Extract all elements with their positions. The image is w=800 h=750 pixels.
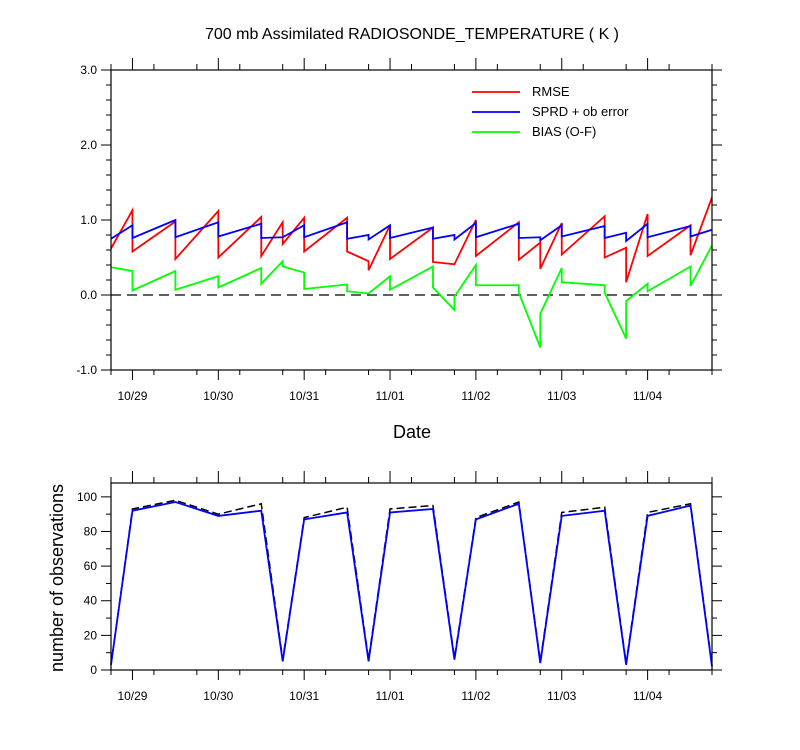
legend-entry: SPRD + ob error	[532, 104, 629, 119]
x-tick-label: 10/30	[203, 389, 233, 403]
x-tick-label: 11/01	[375, 389, 404, 403]
x-tick-label: 10/31	[289, 389, 319, 403]
x-tick-label: 11/02	[461, 389, 490, 403]
x-tick-label: 11/01	[375, 689, 404, 703]
x-tick-label: 11/03	[547, 389, 576, 403]
y-tick-label: 1.0	[80, 213, 97, 227]
legend-entry: RMSE	[532, 84, 570, 99]
chart-title: 700 mb Assimilated RADIOSONDE_TEMPERATUR…	[205, 26, 619, 43]
y-tick-label: 2.0	[80, 138, 97, 152]
rmse-panel: -1.0 0.0 1.0 2.0 3.0 10/29 10/30 10/31 11/01 11/0…	[76, 58, 722, 403]
observations-panel: 0 20 40 60 80 100 10/29 10/30 10/31 11/01 11/02 11/…	[77, 471, 722, 703]
y-tick-label: 40	[84, 594, 98, 608]
x-axis-label: Date	[393, 422, 431, 442]
legend: RMSE SPRD + ob error BIAS (O-F)	[472, 84, 629, 139]
x-tick-label: 11/04	[633, 689, 662, 703]
legend-entry: BIAS (O-F)	[532, 124, 596, 139]
x-tick-label: 10/29	[117, 689, 147, 703]
series-line-bias-o-f	[110, 245, 713, 348]
y-tick-label: 100	[77, 490, 97, 504]
series-line-1-solid	[110, 501, 713, 667]
x-tick-label: 11/02	[461, 689, 490, 703]
series-line-1-dashed	[110, 499, 713, 665]
x-tick-label: 11/04	[633, 389, 662, 403]
x-tick-label: 11/03	[547, 689, 576, 703]
y-tick-label: 0.0	[80, 288, 97, 302]
x-tick-label: 10/31	[289, 689, 319, 703]
y-tick-label: 0	[90, 663, 97, 677]
y-axis-label-observations: number of observations	[47, 484, 67, 672]
x-tick-label: 10/30	[203, 689, 233, 703]
series-line-sprd-ob-error	[110, 218, 713, 243]
y-tick-label: 60	[84, 559, 98, 573]
x-tick-label: 10/29	[117, 389, 147, 403]
y-tick-label: 20	[84, 628, 98, 642]
y-tick-label: 3.0	[80, 63, 97, 77]
y-tick-label: -1.0	[76, 363, 97, 377]
y-tick-label: 80	[84, 524, 98, 538]
series-line-rmse	[110, 197, 713, 283]
